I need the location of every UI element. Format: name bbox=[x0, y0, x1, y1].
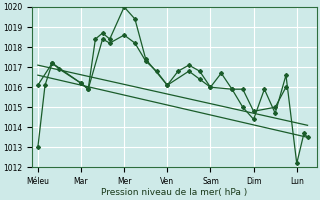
X-axis label: Pression niveau de la mer( hPa ): Pression niveau de la mer( hPa ) bbox=[101, 188, 248, 197]
